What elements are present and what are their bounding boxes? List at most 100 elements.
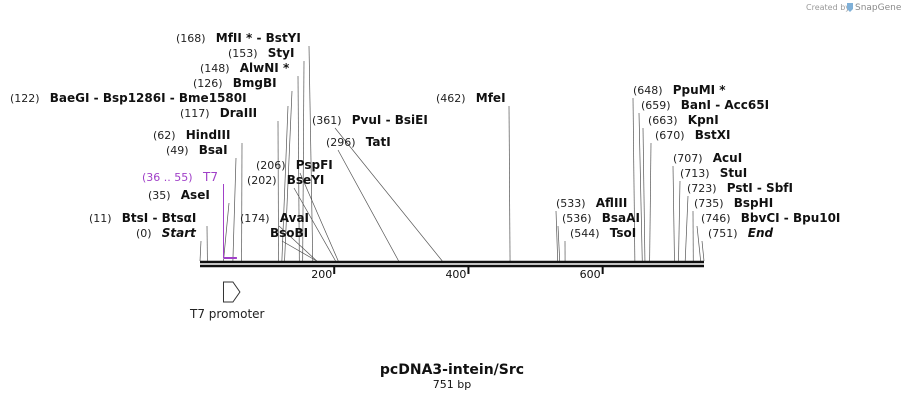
enzyme-name: BsoBI <box>270 226 308 240</box>
site-leader-lines <box>199 45 705 262</box>
methylation-star: * <box>279 61 290 75</box>
snapgene-logo-icon <box>847 3 853 12</box>
ruler-ticks: 200 400 600 <box>311 266 604 281</box>
leader-pspfi <box>299 172 339 262</box>
leader-bani <box>638 112 643 262</box>
site-start: (0) Start <box>136 222 197 241</box>
enzyme-name: StyI <box>268 46 295 60</box>
site-separator: - <box>711 98 724 112</box>
leader-end <box>701 240 705 262</box>
site-position: (713) <box>680 167 710 180</box>
site-alwni: (148) AlwNI * <box>200 57 290 76</box>
enzyme-name: TsoI <box>610 226 636 240</box>
enzyme-name: StuI <box>720 166 747 180</box>
site-position: (202) <box>247 174 277 187</box>
snapgene-credit: Created by SnapGene <box>806 3 902 13</box>
site-position: (49) <box>166 144 189 157</box>
site-ppumi: (648) PpuMI * <box>633 79 726 98</box>
site-baegi: (122) BaeGI - Bsp1286I - Bme1580I <box>10 87 247 106</box>
enzyme-name: BtsαI <box>162 211 197 225</box>
site-end: (751) End <box>708 222 774 241</box>
site-position: (707) <box>673 152 703 165</box>
site-position: (11) <box>89 212 112 225</box>
site-draiii: (117) DraIII <box>180 102 257 121</box>
enzyme-name: AcuI <box>713 151 742 165</box>
site-afliii: (533) AflIII <box>556 192 627 211</box>
enzyme-name: BspHI <box>734 196 773 210</box>
site-separator: - <box>89 91 102 105</box>
site-position: (533) <box>556 197 586 210</box>
leader-pvui <box>334 127 443 262</box>
site-position: (296) <box>326 136 356 149</box>
leader-mfii <box>308 45 314 262</box>
tick-label-400: 400 <box>445 268 466 281</box>
site-position: (670) <box>655 129 685 142</box>
leader-avai <box>278 225 318 262</box>
enzyme-name: BsiEI <box>395 113 428 127</box>
leader-bstxi <box>649 142 652 262</box>
leader-ppumi <box>632 97 636 262</box>
site-asei: (35) AseI <box>148 184 210 203</box>
t7-promoter-label: T7 promoter <box>189 307 265 321</box>
enzyme-name: PpuMI <box>673 83 715 97</box>
site-avai: (174) AvaI <box>240 207 309 226</box>
enzyme-name: TatI <box>366 135 391 149</box>
site-labels: (168) MfII * - BstYI(153) StyI(148) AlwN… <box>10 27 840 241</box>
enzyme-name: BaeGI <box>50 91 90 105</box>
site-pvui: (361) PvuI - BsiEI <box>312 109 428 128</box>
site-position: (361) <box>312 114 342 127</box>
site-mfii: (168) MfII * - BstYI <box>176 27 301 46</box>
site-tati: (296) TatI <box>326 131 391 150</box>
enzyme-name: MfII <box>216 31 242 45</box>
site-position: (35) <box>148 189 171 202</box>
site-position: (544) <box>570 227 600 240</box>
site-tsoi: (544) TsoI <box>570 222 636 241</box>
enzyme-name: PvuI <box>352 113 382 127</box>
methylation-star: * <box>242 31 253 45</box>
leader-styi <box>302 60 305 262</box>
leader-bseyi <box>293 187 336 262</box>
site-position: (0) <box>136 227 152 240</box>
site-bseyi: (202) BseYI <box>247 169 324 188</box>
leader-acui <box>672 165 675 262</box>
enzyme-name: AflIII <box>596 196 628 210</box>
site-bsobi: BsoBI <box>270 226 308 240</box>
sequence-backbone <box>200 260 704 268</box>
site-bani: (659) BanI - Acc65I <box>641 94 769 113</box>
site-position: (168) <box>176 32 206 45</box>
site-position: (174) <box>240 212 270 225</box>
site-position: (148) <box>200 62 230 75</box>
t7-range: (36 .. 55) <box>142 171 193 184</box>
site-position: (206) <box>256 159 286 172</box>
enzyme-name: DraIII <box>220 106 257 120</box>
site-separator: - <box>753 181 766 195</box>
site-bsaai: (536) BsaAI <box>562 207 640 226</box>
credit-prefix: Created by <box>806 3 850 12</box>
site-bmgbi: (126) BmgBI <box>193 72 277 91</box>
site-pspfi: (206) PspFI <box>256 154 333 173</box>
credit-brand: SnapGene <box>855 3 902 13</box>
enzyme-name: BtsI <box>122 211 149 225</box>
site-mfei: (462) MfeI <box>436 87 506 106</box>
leader-bsaai <box>557 225 561 262</box>
site-position: (122) <box>10 92 40 105</box>
tick-label-200: 200 <box>311 268 332 281</box>
site-acui: (707) AcuI <box>673 147 742 166</box>
enzyme-name: KpnI <box>688 113 719 127</box>
enzyme-name: BseYI <box>287 173 325 187</box>
enzyme-name: Bpu10I <box>793 211 840 225</box>
enzyme-name: BanI <box>681 98 711 112</box>
site-psti: (723) PstI - SbfI <box>687 177 793 196</box>
enzyme-name: PspFI <box>296 158 333 172</box>
site-position: (62) <box>153 129 176 142</box>
site-bsphi: (735) BspHI <box>694 192 773 211</box>
leader-stui <box>678 180 681 262</box>
leader-kpni <box>642 127 646 262</box>
enzyme-name: Start <box>162 226 197 240</box>
leader-baegi <box>281 105 289 262</box>
site-position: (746) <box>701 212 731 225</box>
site-position: (751) <box>708 227 738 240</box>
leader-draiii <box>277 120 279 262</box>
enzyme-name: BstXI <box>695 128 731 142</box>
